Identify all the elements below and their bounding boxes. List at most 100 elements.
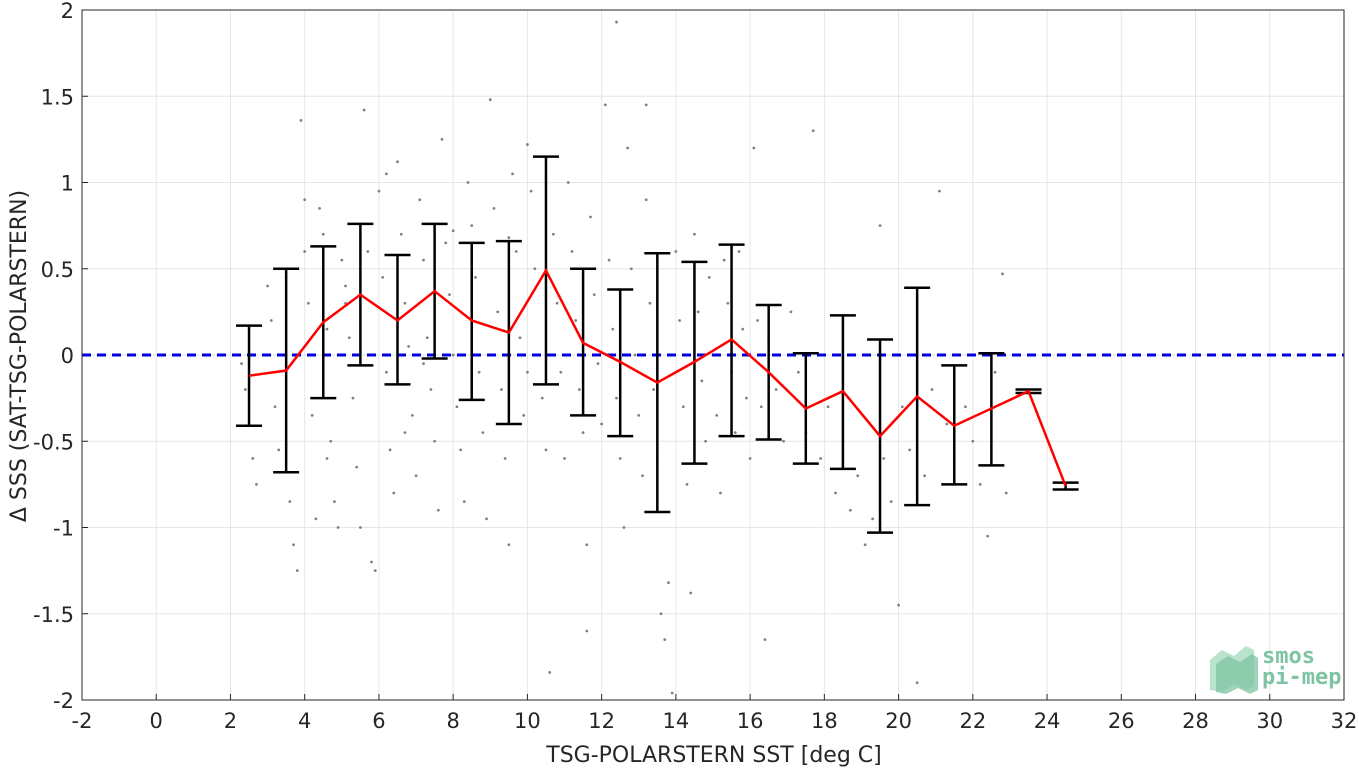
scatter-point [756,319,759,322]
scatter-point [318,206,321,210]
scatter-point [615,396,618,400]
scatter-point [577,388,581,391]
x-tick-label: 28 [1182,709,1209,733]
scatter-point [964,405,967,409]
scatter-point [923,474,926,478]
scatter-point [986,534,990,538]
scatter-point [388,448,392,452]
scatter-point [384,370,388,374]
scatter-point [310,413,314,417]
scatter-point [685,482,689,486]
scatter-point [574,319,578,322]
scatter-point [737,250,741,253]
scatter-point [384,172,388,176]
scatter-point [945,422,949,426]
scatter-point [295,569,299,573]
scatter-point [451,229,455,233]
scatter-point [511,172,514,176]
scatter-point [900,405,904,409]
scatter-point [585,543,589,547]
scatter-point [485,517,488,521]
scatter-point [347,336,351,340]
scatter-point [644,198,648,202]
scatter-point [529,189,533,193]
x-tick-label: 30 [1256,709,1283,733]
y-tick-label: -1 [53,517,74,541]
scatter-point [307,301,310,305]
scatter-point [433,439,437,443]
x-tick-label: 6 [372,709,385,733]
scatter-point [882,457,886,460]
scatter-point [470,224,474,228]
scatter-point [759,405,763,409]
logo-wave-icon-front [1216,654,1258,694]
scatter-point [544,448,548,452]
scatter-point [277,448,281,452]
scatter-point [370,560,373,564]
scatter-point [589,215,592,219]
x-tick-label: 10 [514,709,541,733]
scatter-point [496,310,500,314]
scatter-point [422,258,425,262]
scatter-point [459,448,462,452]
scatter-point [555,301,559,305]
scatter-point [321,232,325,236]
scatter-point [971,439,975,443]
scatter-point [396,160,399,164]
scatter-point [774,388,778,391]
scatter-point [514,250,518,253]
x-tick-label: 22 [959,709,986,733]
x-tick-label: 2 [224,709,237,733]
logo-text-smos: smos [1262,644,1315,669]
scatter-point [856,474,860,478]
scatter-point [414,474,418,478]
plot-frame [81,9,1345,701]
scatter-point [719,491,722,495]
error-bars [236,155,1079,534]
scatter-point [336,526,340,529]
scatter-point [592,293,596,297]
scatter-point [481,431,485,435]
scatter-point [930,388,934,391]
scatter-point [993,370,997,374]
scatter-point [637,413,641,417]
scatter-point [615,20,618,24]
scatter-point [407,344,411,348]
scatter-point [648,301,652,305]
scatter-point [733,431,737,435]
x-tick-label: 12 [588,709,615,733]
scatter-point [269,319,273,322]
scatter-point [789,310,793,314]
scatter-point [978,482,982,486]
scatter-point [355,465,359,469]
scatter-point [333,500,336,504]
y-tick-label: 0.5 [41,258,74,282]
y-tick-label: 1 [61,172,74,196]
scatter-point [522,413,526,417]
scatter-point [533,267,537,271]
scatter-point [796,370,800,374]
scatter-point [659,612,663,616]
scatter-point [377,189,381,193]
scatter-point [444,241,448,245]
scatter-point [381,275,385,279]
scatter-point [448,293,451,297]
scatter-point [871,517,875,521]
scatter-point [618,457,622,460]
scatter-point [696,310,700,314]
scatter-point [819,457,823,460]
scatter-point [667,581,670,585]
scatter-point [622,526,626,529]
scatter-point [488,98,492,102]
scatter-point [581,431,585,435]
scatter-point [611,327,615,331]
y-tick-labels: -2 -1.5 -1 -0.5 0 0.5 1 1.5 2 [33,0,74,713]
scatter-point [663,638,667,642]
scatter-point [848,508,852,512]
x-axis-label: TSG-POLARSTERN SST [deg C] [545,743,881,768]
x-tick-label: 26 [1108,709,1135,733]
scatter-point [878,224,882,228]
x-tick-label: 18 [811,709,838,733]
y-axis-label: Δ SSS (SAT-TSG-POLARSTERN) [7,190,32,522]
